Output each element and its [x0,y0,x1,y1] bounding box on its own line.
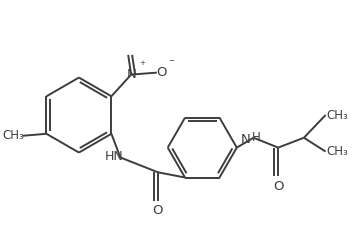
Text: N: N [241,133,251,146]
Text: CH₃: CH₃ [327,109,348,122]
Text: O: O [153,204,163,217]
Text: CH₃: CH₃ [327,145,348,158]
Text: O: O [273,180,283,193]
Text: $^+$: $^+$ [138,61,147,71]
Text: O: O [157,66,167,79]
Text: H: H [252,131,261,144]
Text: $^-$: $^-$ [166,59,175,69]
Text: CH₃: CH₃ [2,129,24,142]
Text: HN: HN [105,150,124,163]
Text: N: N [127,68,137,81]
